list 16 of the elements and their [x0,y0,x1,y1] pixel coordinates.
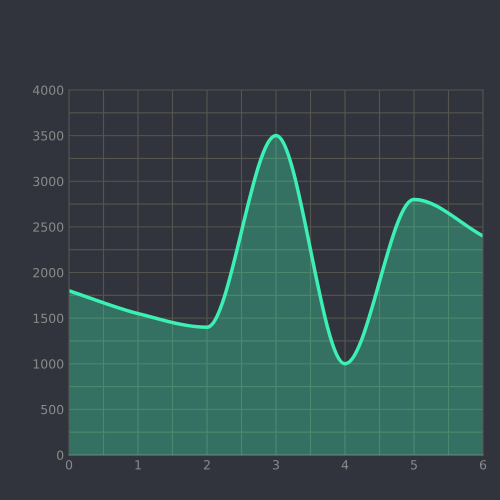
x-tick-label: 5 [410,460,417,470]
y-tick-label: 0 [57,450,64,460]
y-tick-label: 4000 [32,85,64,95]
x-tick-label: 4 [342,460,348,470]
y-tick-label: 1500 [34,314,64,324]
y-tick-label: 2000 [33,268,64,278]
x-tick-label: 0 [66,460,72,470]
x-tick-label: 6 [480,460,486,470]
y-tick-label: 1000 [34,359,64,369]
x-tick-label: 2 [204,460,210,470]
y-tick-label: 3500 [33,131,64,141]
x-tick-label: 1 [135,460,141,470]
y-tick-label: 2500 [33,222,64,232]
y-tick-label: 3000 [33,176,64,186]
y-tick-label: 500 [41,404,64,414]
x-tick-label: 3 [272,460,279,470]
